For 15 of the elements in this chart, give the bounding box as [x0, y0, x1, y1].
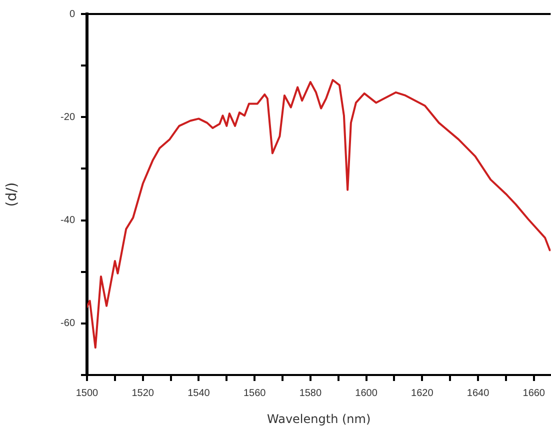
x-tick-label: 1520 — [132, 388, 154, 399]
y-axis-title: (d/) — [4, 182, 20, 207]
x-tick-label: 1600 — [355, 388, 378, 399]
y-tick-label: -40 — [60, 215, 76, 226]
x-tick-label: 1540 — [188, 388, 210, 399]
y-tick-label: -60 — [60, 318, 76, 330]
y-tick-label: 0 — [69, 8, 76, 20]
x-tick-label: 1660 — [522, 388, 546, 399]
x-tick-label: 1640 — [466, 388, 490, 399]
x-tick-label: 1620 — [411, 388, 434, 399]
x-tick-label: 1500 — [76, 388, 99, 399]
y-tick-label: -20 — [60, 112, 76, 123]
x-axis-title: Wavelength (nm) — [266, 412, 371, 426]
x-tick-label: 1580 — [299, 388, 322, 399]
x-tick-label: 1560 — [243, 388, 266, 399]
